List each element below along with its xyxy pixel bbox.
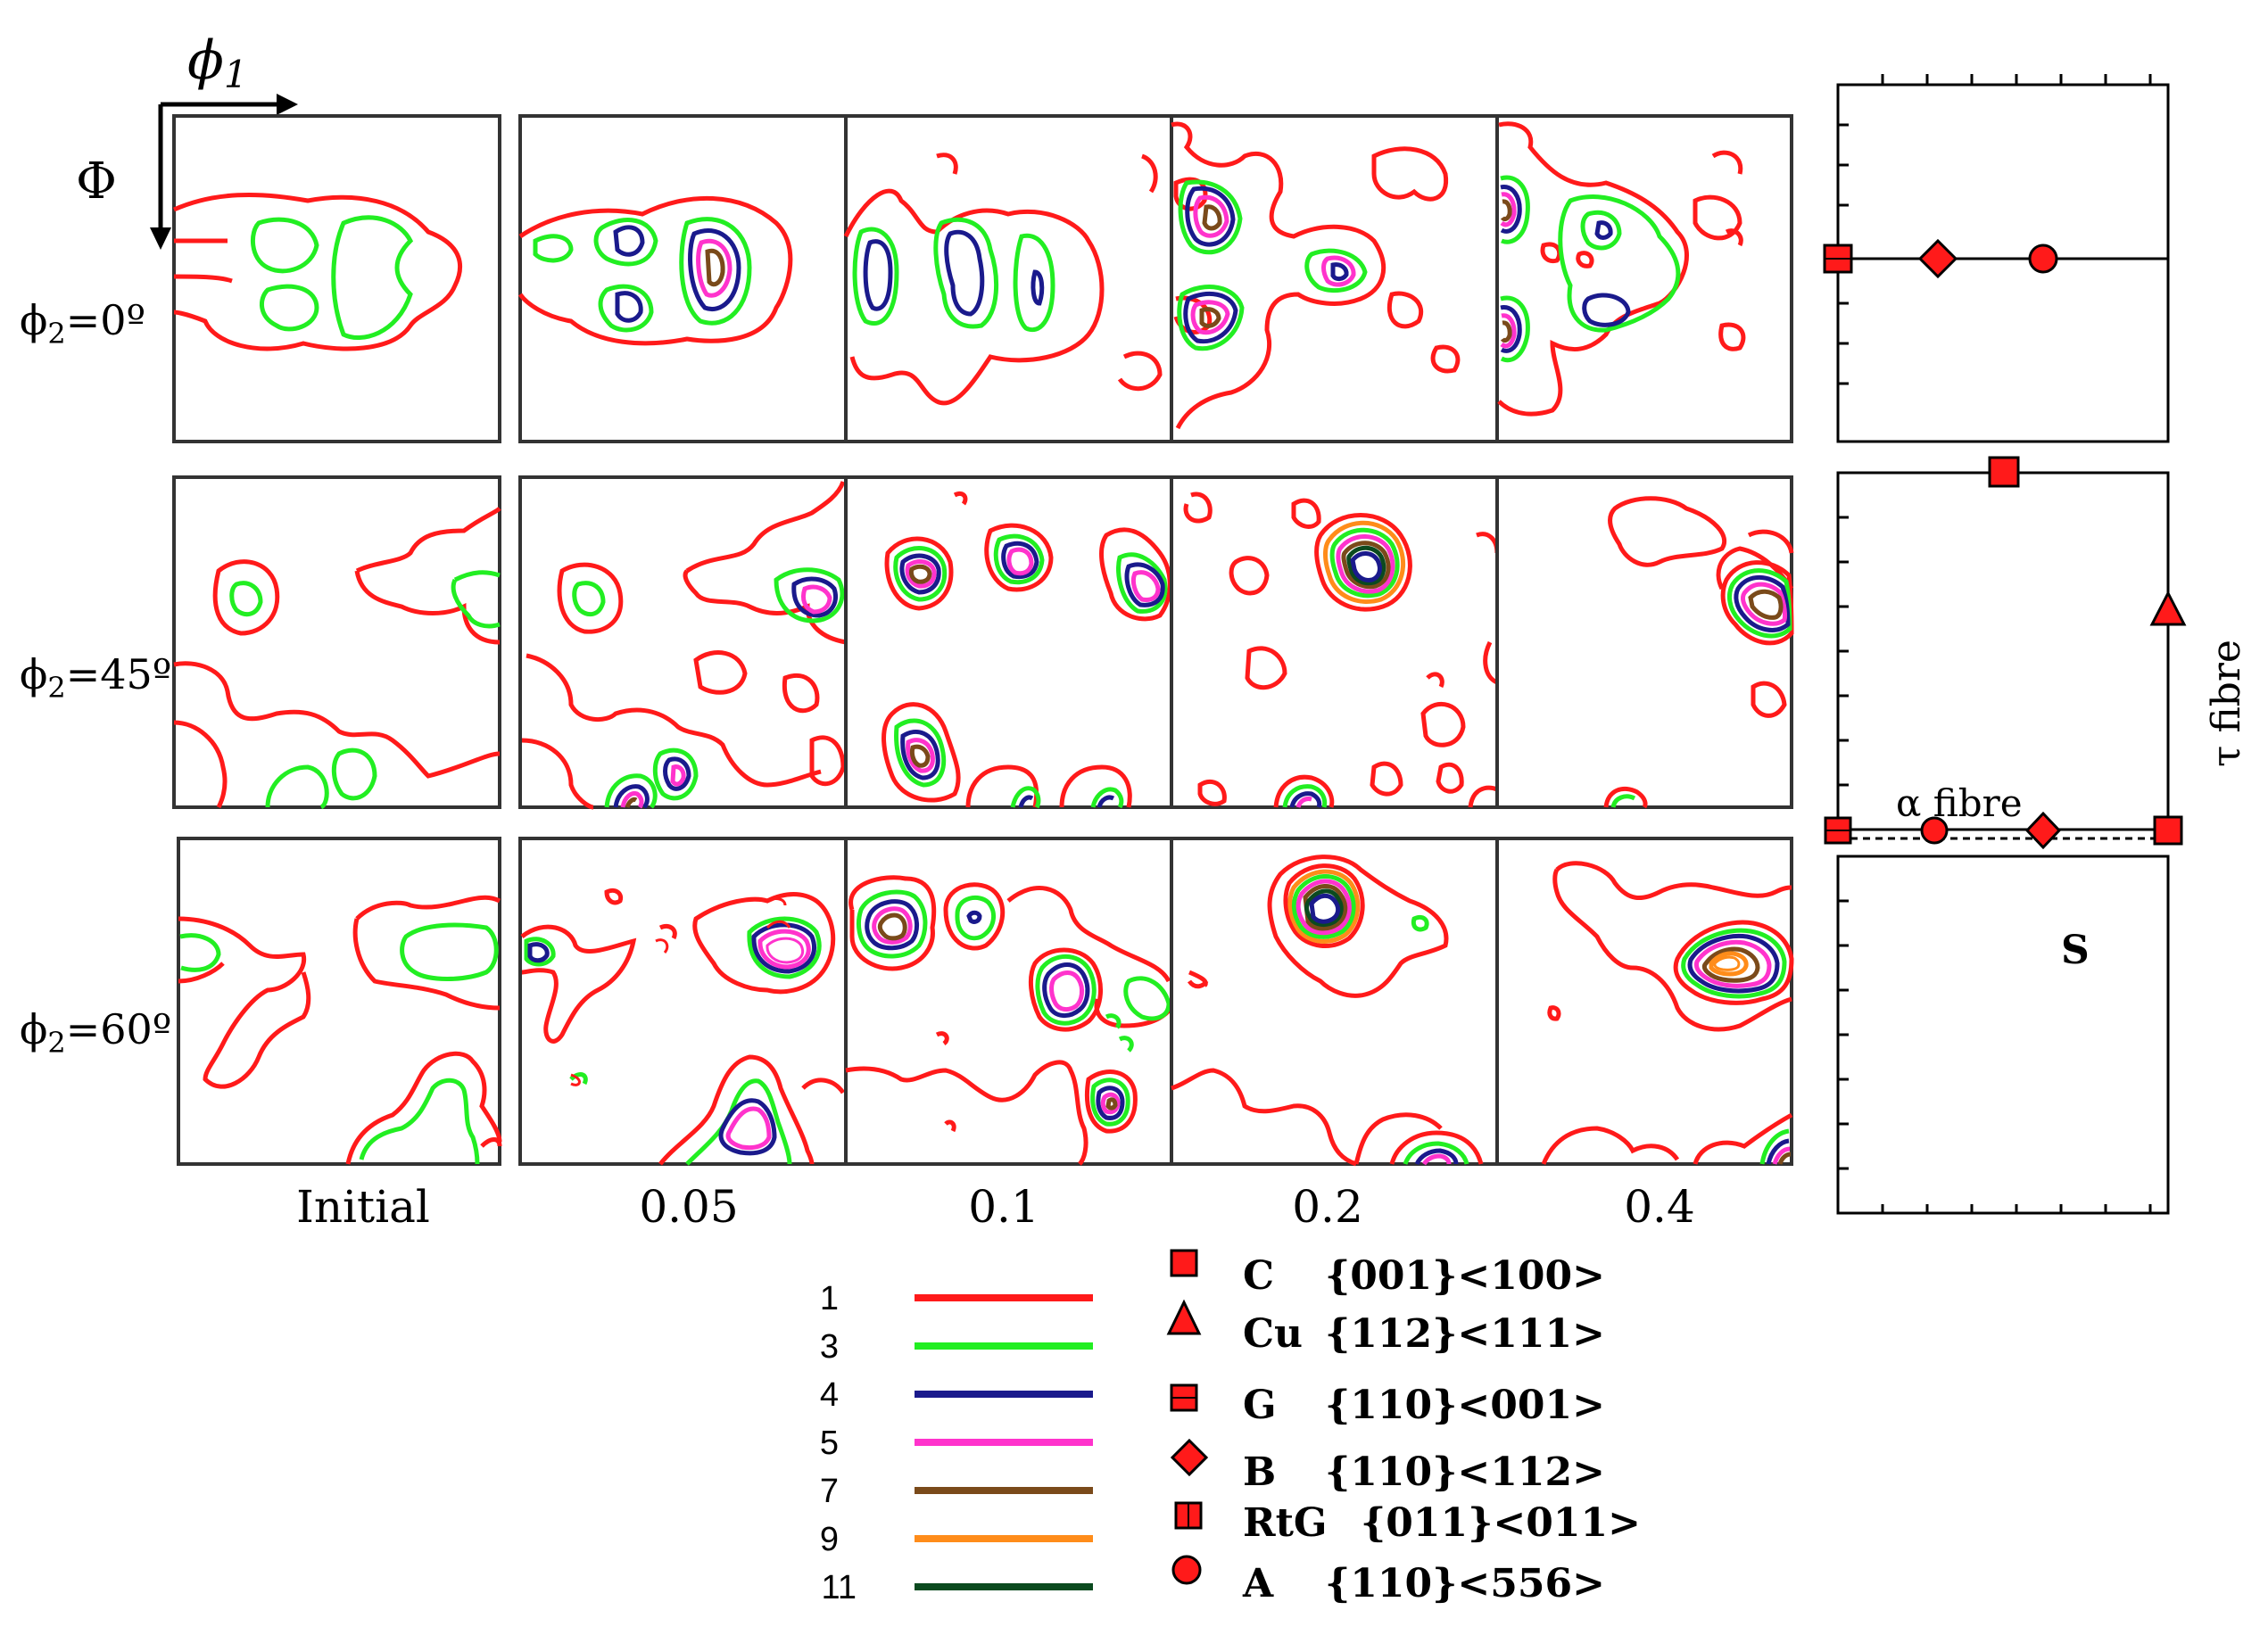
level-label-7: 7: [820, 1473, 839, 1510]
legend-symbol-b: [1170, 1438, 1209, 1477]
marker-a-alpha: [1920, 816, 1949, 845]
marker-b-alpha: [2024, 811, 2062, 850]
marker-b-top: [1917, 238, 1958, 279]
panel-r0-c3: [1170, 114, 1499, 443]
legend-symbol-g: [1170, 1383, 1198, 1412]
legend-index-cu: {112}<111>: [1325, 1311, 1605, 1357]
marker-c-mid-top: [1988, 456, 2020, 488]
odf-panel-grid: [172, 114, 1794, 1167]
legend-index-b: {110}<112>: [1325, 1449, 1605, 1495]
panel-r1-c0: [172, 475, 501, 810]
legend-name-rtg: RtG: [1243, 1500, 1327, 1546]
legend-name-c: C: [1243, 1253, 1274, 1299]
panel-r1-c4: [1495, 475, 1794, 809]
panel-r2-c1: [518, 837, 848, 1166]
panel-r2-c3: [1170, 837, 1499, 1167]
column-label-initial: Initial: [296, 1181, 430, 1233]
marker-rtg-alpha: [2153, 815, 2183, 846]
panel-r1-c2: [844, 475, 1173, 809]
panel-r2-c0: [177, 837, 502, 1166]
marker-a-top: [2028, 244, 2058, 274]
column-label-0-4: 0.4: [1624, 1181, 1695, 1233]
tau-fibre-label: τ fibre: [2204, 640, 2249, 767]
level-label-5: 5: [820, 1424, 839, 1462]
alpha-fibre-label: α fibre: [1896, 781, 2023, 825]
legend-symbol-cu: [1166, 1299, 1202, 1335]
panel-r2-c2: [844, 837, 1173, 1166]
legend-name-a: A: [1242, 1561, 1274, 1606]
legend-name-b: B: [1243, 1449, 1276, 1495]
marker-g-alpha: [1824, 816, 1852, 845]
level-label-9: 9: [820, 1521, 839, 1558]
legend-symbol-c: [1170, 1249, 1198, 1277]
level-label-3: 3: [820, 1328, 839, 1366]
legend-index-a: {110}<556>: [1325, 1561, 1605, 1606]
row-label-0: ϕ2=0º: [20, 296, 145, 351]
row-labels: ϕ2=0º ϕ2=45º ϕ2=60º: [20, 296, 171, 1060]
panel-r1-c1: [518, 475, 848, 810]
level-label-11: 11: [822, 1569, 857, 1606]
panel-r0-c1: [517, 114, 848, 443]
panel-r0-c2: [843, 114, 1173, 443]
level-label-4: 4: [820, 1376, 839, 1414]
column-label-0-05: 0.05: [639, 1181, 738, 1233]
Phi-axis-label: Φ: [76, 153, 117, 211]
marker-c-top: [1823, 244, 1853, 274]
legend-index-g: {110}<001>: [1325, 1383, 1605, 1428]
contour-level-legend: 1 3 4 5 7 9 11: [820, 1280, 1093, 1606]
legend-name-g: G: [1243, 1383, 1277, 1428]
marker-cu: [2149, 590, 2187, 626]
column-label-0-2: 0.2: [1292, 1181, 1363, 1233]
legend-symbol-rtg: [1174, 1501, 1203, 1530]
level-label-1: 1: [820, 1280, 839, 1317]
legend-symbol-a: [1171, 1555, 1202, 1585]
legend-name-cu: Cu: [1243, 1311, 1303, 1357]
panel-r2-c4: [1495, 837, 1794, 1166]
ideal-orientation-schematic: α fibre τ fibre S: [1823, 74, 2249, 1215]
column-labels: Initial 0.05 0.1 0.2 0.4: [296, 1181, 1695, 1233]
legend-index-rtg: {011}<011>: [1361, 1500, 1641, 1546]
phi1-axis-label: ϕ1: [187, 29, 248, 96]
row-label-2: ϕ2=60º: [20, 1005, 171, 1060]
component-legend: C {001}<100> Cu {112}<111> G {110}<001> …: [1166, 1249, 1641, 1606]
s-component-label: S: [2061, 928, 2090, 973]
legend-index-c: {001}<100>: [1325, 1253, 1605, 1299]
row-label-1: ϕ2=45º: [20, 650, 171, 705]
axis-arrows: [150, 94, 298, 250]
panel-r0-c0: [172, 114, 501, 443]
panel-r0-c4: [1495, 114, 1793, 443]
column-label-0-1: 0.1: [968, 1181, 1039, 1233]
panel-r1-c3: [1170, 475, 1500, 809]
